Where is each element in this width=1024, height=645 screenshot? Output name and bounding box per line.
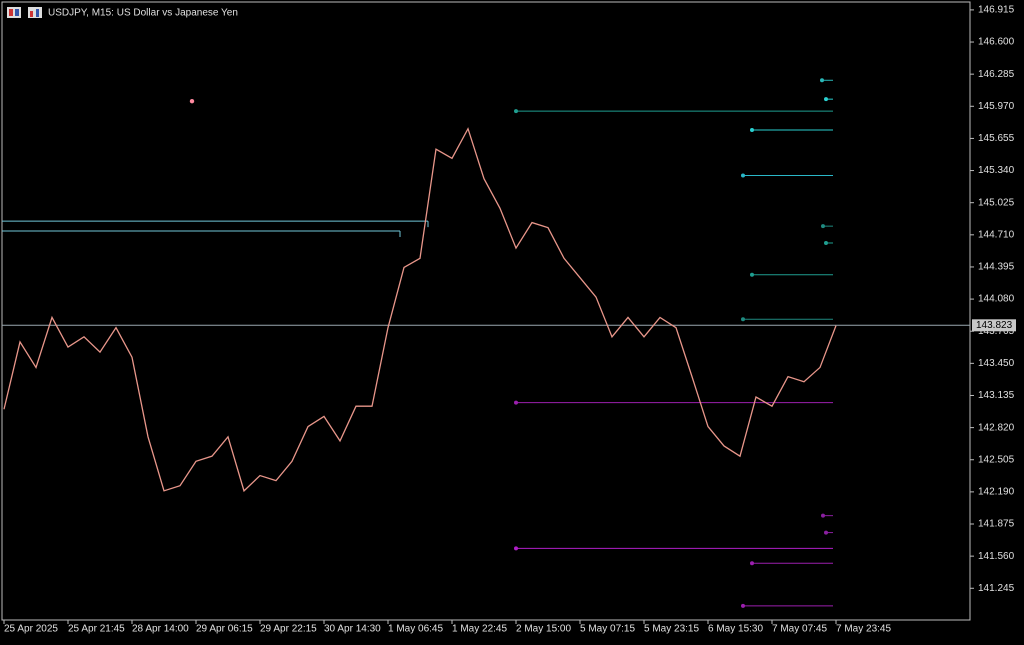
y-tick-label: 142.820: [978, 422, 1015, 433]
icon: [28, 7, 42, 18]
level-dot: [820, 78, 824, 83]
y-tick-label: 145.970: [978, 101, 1015, 112]
level-dot: [514, 400, 518, 405]
level-dot: [750, 561, 754, 566]
x-tick-label: 25 Apr 2025: [4, 624, 58, 635]
y-tick-label: 142.190: [978, 487, 1015, 498]
x-tick-label: 1 May 22:45: [452, 624, 507, 635]
level-dot: [741, 173, 745, 178]
x-tick-label: 7 May 23:45: [836, 624, 891, 635]
level-dot: [750, 127, 754, 132]
level-dot: [824, 240, 828, 245]
y-tick-label: 145.655: [978, 133, 1015, 144]
icon: [9, 9, 13, 16]
y-tick-label: 141.560: [978, 551, 1015, 562]
y-tick-label: 143.450: [978, 358, 1015, 369]
chart-title: USDJPY, M15: US Dollar vs Japanese Yen: [48, 8, 238, 19]
icon: [36, 9, 39, 17]
x-tick-label: 6 May 15:30: [708, 624, 763, 635]
current-price-label: 143.823: [976, 320, 1013, 331]
level-dot: [741, 603, 745, 608]
marker-dot: [189, 98, 195, 104]
level-dot: [824, 97, 828, 102]
y-tick-label: 141.245: [978, 583, 1015, 594]
y-tick-label: 143.135: [978, 390, 1015, 401]
y-tick-label: 146.600: [978, 37, 1015, 48]
price-line: [3, 127, 837, 493]
plot-frame: [1, 1, 971, 621]
icon: [30, 11, 33, 17]
y-tick-label: 144.395: [978, 262, 1015, 273]
level-dot: [741, 317, 745, 322]
y-tick-label: 145.025: [978, 197, 1015, 208]
y-tick-label: 142.505: [978, 454, 1015, 465]
x-tick-label: 5 May 07:15: [580, 624, 635, 635]
x-tick-label: 28 Apr 14:00: [132, 624, 189, 635]
level-dot: [824, 530, 828, 535]
level-dot: [514, 109, 518, 114]
level-dot: [821, 513, 825, 518]
y-tick-label: 144.710: [978, 229, 1015, 240]
header-icons: [7, 7, 42, 18]
x-tick-label: 2 May 15:00: [516, 624, 571, 635]
x-tick-label: 29 Apr 22:15: [260, 624, 317, 635]
level-dot: [514, 546, 518, 551]
x-tick-label: 7 May 07:45: [772, 624, 827, 635]
icon: [15, 9, 19, 16]
y-tick-label: 144.080: [978, 294, 1015, 305]
x-tick-label: 30 Apr 14:30: [324, 624, 381, 635]
y-tick-label: 143.765: [978, 326, 1015, 337]
level-dot: [821, 224, 825, 229]
y-tick-label: 146.915: [978, 5, 1015, 16]
y-tick-label: 145.340: [978, 165, 1015, 176]
x-tick-label: 5 May 23:15: [644, 624, 699, 635]
y-tick-label: 146.285: [978, 69, 1015, 80]
level-dot: [750, 272, 754, 277]
icon: [7, 7, 21, 18]
x-tick-label: 1 May 06:45: [388, 624, 443, 635]
x-tick-label: 25 Apr 21:45: [68, 624, 125, 635]
x-tick-label: 29 Apr 06:15: [196, 624, 253, 635]
current-price-box: [972, 319, 1016, 332]
y-tick-label: 141.875: [978, 519, 1015, 530]
